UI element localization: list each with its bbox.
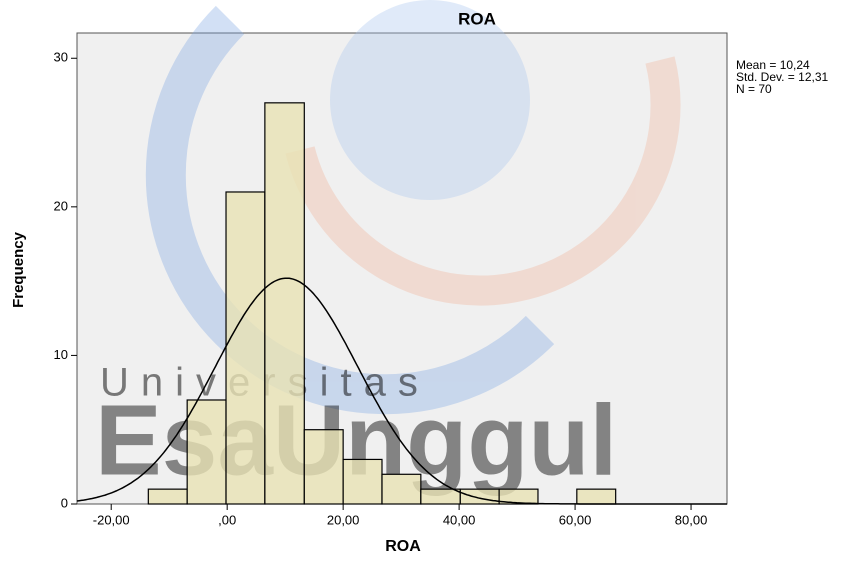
y-tick-label: 30 bbox=[54, 50, 68, 65]
x-tick-label: 40,00 bbox=[443, 512, 476, 527]
x-tick-label: 60,00 bbox=[559, 512, 592, 527]
bar bbox=[187, 400, 226, 504]
bar bbox=[226, 192, 265, 504]
chart-title: ROA bbox=[458, 9, 496, 28]
bar bbox=[382, 474, 421, 504]
bar bbox=[421, 489, 460, 504]
y-tick-label: 0 bbox=[61, 495, 68, 510]
x-tick-label: -20,00 bbox=[93, 512, 130, 527]
bar bbox=[460, 489, 499, 504]
x-axis-label: ROA bbox=[385, 538, 421, 555]
y-tick-label: 20 bbox=[54, 198, 68, 213]
bar bbox=[343, 459, 382, 504]
y-tick-label: 10 bbox=[54, 347, 68, 362]
bar bbox=[304, 430, 343, 504]
y-axis-label: Frequency bbox=[10, 231, 27, 308]
chart: ROA ROA Frequency UniversitasEsaUnggul01… bbox=[0, 0, 867, 561]
x-tick-label: ,00 bbox=[218, 512, 236, 527]
stat-label: N = 70 bbox=[736, 82, 772, 96]
x-tick-label: 80,00 bbox=[675, 512, 708, 527]
bar bbox=[577, 489, 616, 504]
bar bbox=[148, 489, 187, 504]
bar bbox=[265, 103, 304, 504]
x-tick-label: 20,00 bbox=[327, 512, 360, 527]
